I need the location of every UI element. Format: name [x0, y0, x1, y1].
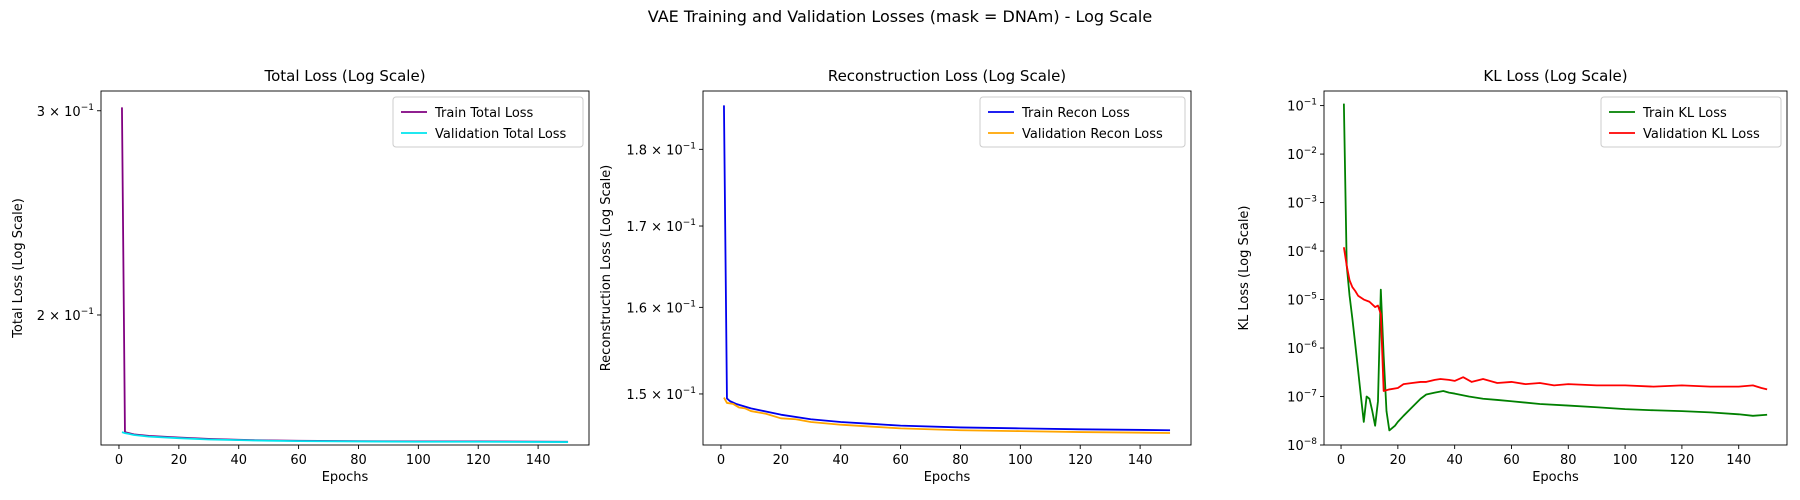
y-tick-label: 1.7 × 10−1	[626, 218, 696, 235]
x-tick-label: 20	[1390, 453, 1407, 468]
legend-box	[979, 96, 1186, 148]
chart-panel-1: Total Loss (Log Scale) 0 20 40 60 80 100 120 140…	[11, 67, 590, 485]
chart-title: Reconstruction Loss (Log Scale)	[828, 67, 1066, 85]
y-tick-label: 1.6 × 10−1	[626, 299, 696, 316]
x-tick-label: 60	[1503, 453, 1520, 468]
legend: Train KL Loss Validation KL Loss	[1600, 96, 1782, 148]
series-line-1-1	[121, 107, 569, 443]
legend-label: Train KL Loss	[1642, 106, 1727, 121]
y-tick-label: 10−6	[1287, 340, 1317, 357]
x-tick-label: 40	[230, 453, 247, 468]
x-tick-label: 40	[1446, 453, 1463, 468]
x-tick-label: 80	[1560, 453, 1577, 468]
legend-label: Validation Total Loss	[435, 127, 567, 142]
legend-label: Train Total Loss	[434, 106, 534, 121]
x-axis-label: Epochs	[1532, 470, 1579, 485]
chart-panel-3: KL Loss (Log Scale) 0 20 40 60 80 100 120 140 10−…	[1237, 67, 1788, 485]
series-line-3-2	[1342, 247, 1768, 392]
x-tick-label: 60	[892, 453, 909, 468]
y-axis-label: Total Loss (Log Scale)	[11, 198, 26, 339]
plot-frame	[100, 90, 590, 446]
x-tick-label: 60	[290, 453, 307, 468]
y-tick-label: 10−2	[1287, 146, 1317, 163]
y-axis-label: Reconstruction Loss (Log Scale)	[599, 165, 614, 372]
plot-frame	[702, 90, 1192, 446]
x-tick-label: 140	[1726, 453, 1751, 468]
x-tick-label: 100	[406, 453, 431, 468]
x-axis-label: Epochs	[924, 470, 971, 485]
x-tick-label: 140	[526, 453, 551, 468]
y-tick-label: 2 × 10−1	[37, 307, 94, 324]
y-tick-label: 1.5 × 10−1	[626, 386, 696, 403]
plot-frame	[1323, 90, 1788, 446]
x-tick-label: 80	[350, 453, 367, 468]
chart-panel-2: Reconstruction Loss (Log Scale) 0 20 40 60 80…	[599, 67, 1192, 485]
legend-label: Validation Recon Loss	[1022, 127, 1163, 142]
x-tick-label: 120	[1068, 453, 1093, 468]
legend-label: Validation KL Loss	[1643, 127, 1760, 142]
legend-box	[392, 96, 584, 148]
y-tick-label: 10−8	[1287, 437, 1317, 454]
series-line-2-2	[723, 397, 1171, 434]
x-tick-label: 0	[717, 453, 725, 468]
legend: Train Total Loss Validation Total Loss	[392, 96, 584, 148]
legend-box	[1600, 96, 1782, 148]
y-tick-label: 3 × 10−1	[37, 103, 94, 120]
x-tick-label: 140	[1128, 453, 1153, 468]
chart-title: Total Loss (Log Scale)	[263, 67, 425, 85]
series-line-2-1	[723, 105, 1171, 432]
x-tick-label: 40	[832, 453, 849, 468]
x-tick-label: 0	[115, 453, 123, 468]
x-tick-label: 120	[466, 453, 491, 468]
x-tick-label: 100	[1008, 453, 1033, 468]
x-tick-label: 80	[952, 453, 969, 468]
x-tick-label: 20	[171, 453, 188, 468]
y-axis-label: KL Loss (Log Scale)	[1237, 205, 1252, 330]
x-tick-label: 20	[773, 453, 790, 468]
y-tick-label: 10−5	[1287, 292, 1317, 309]
x-axis-label: Epochs	[322, 470, 369, 485]
x-tick-label: 120	[1669, 453, 1694, 468]
series-line-3-1	[1342, 103, 1768, 432]
y-tick-label: 10−1	[1287, 98, 1317, 115]
y-tick-label: 10−7	[1287, 389, 1317, 406]
chart-title: KL Loss (Log Scale)	[1483, 67, 1627, 85]
y-tick-label: 10−3	[1287, 195, 1317, 212]
legend: Train Recon Loss Validation Recon Loss	[979, 96, 1186, 148]
x-tick-label: 100	[1613, 453, 1638, 468]
legend-label: Train Recon Loss	[1021, 106, 1130, 121]
series-line-1-2	[121, 431, 569, 443]
figure-title: VAE Training and Validation Losses (mask…	[648, 7, 1152, 26]
x-tick-label: 0	[1337, 453, 1345, 468]
y-tick-label: 1.8 × 10−1	[626, 141, 696, 158]
y-tick-label: 10−4	[1287, 243, 1317, 260]
